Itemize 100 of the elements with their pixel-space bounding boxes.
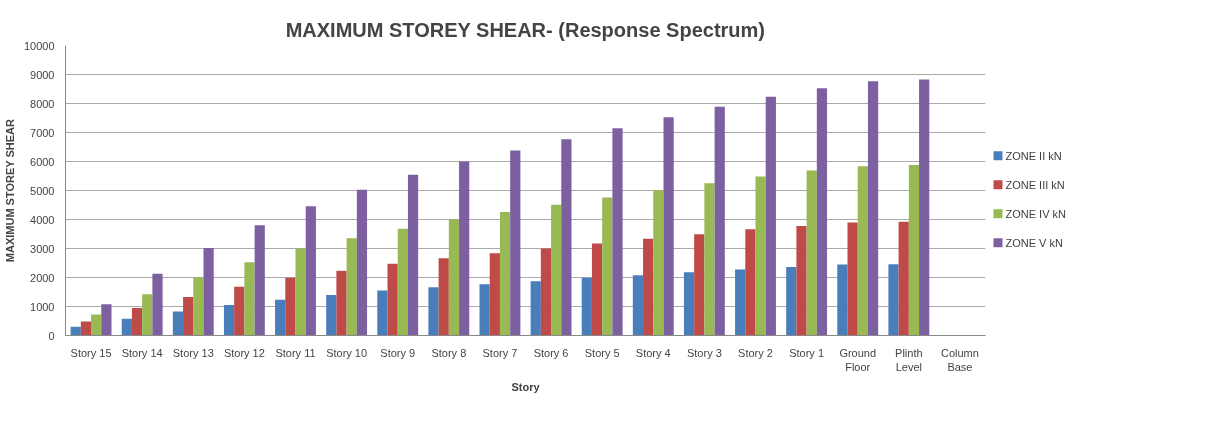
- bar: [397, 228, 408, 336]
- bar: [80, 321, 92, 336]
- bar: [356, 189, 368, 336]
- x-tick-label: Story 11: [275, 346, 316, 359]
- bar: [275, 299, 286, 336]
- y-tick-label: 1000: [30, 300, 55, 313]
- x-tick-label: Story 6: [533, 346, 569, 359]
- bar: [786, 267, 797, 336]
- x-tick-label: Story 13: [172, 346, 214, 359]
- bar: [837, 264, 848, 336]
- bar: [91, 314, 102, 336]
- bar: [295, 248, 306, 336]
- bar: [336, 270, 347, 336]
- bar: [70, 326, 81, 336]
- legend-label: ZONE IV kN: [1005, 207, 1067, 220]
- x-tick-label: Story 2: [738, 346, 773, 359]
- bar: [530, 281, 541, 336]
- y-tick-label: 4000: [30, 213, 55, 226]
- bar: [714, 106, 725, 336]
- legend-label: ZONE III kN: [1005, 178, 1065, 191]
- bar: [663, 117, 674, 336]
- y-tick-label: 6000: [30, 155, 55, 168]
- y-tick-label: 2000: [30, 271, 55, 284]
- x-tick-label: Plinth Level: [895, 346, 923, 373]
- x-tick-label: Story 10: [326, 346, 368, 359]
- bar: [540, 248, 552, 336]
- bar: [551, 204, 562, 336]
- bar: [448, 219, 460, 336]
- bar: [867, 81, 879, 336]
- bar: [183, 296, 194, 336]
- bar: [632, 275, 644, 336]
- y-tick-label: 0: [48, 329, 55, 342]
- bar: [898, 221, 909, 336]
- bar: [438, 258, 449, 336]
- bar: [101, 304, 112, 336]
- x-axis-title: Story: [511, 380, 541, 393]
- x-tick-label: Story 5: [584, 346, 620, 359]
- bar: [643, 238, 654, 336]
- bar: [459, 161, 470, 336]
- y-tick-label: 3000: [30, 242, 55, 255]
- bar: [704, 183, 715, 336]
- bar: [745, 229, 756, 336]
- y-tick-label: 8000: [30, 97, 55, 110]
- bar: [816, 88, 828, 336]
- y-tick-label: 10000: [23, 39, 55, 52]
- bar: [387, 263, 398, 336]
- bar: [479, 284, 490, 336]
- bar: [683, 272, 695, 336]
- bar: [735, 269, 746, 336]
- x-tick-label: Story 4: [635, 346, 671, 359]
- bar: [653, 190, 664, 336]
- bar: [919, 79, 930, 336]
- x-tick-label: Story 8: [431, 346, 467, 359]
- bar: [847, 222, 858, 336]
- bar: [142, 294, 153, 336]
- bar: [285, 277, 296, 336]
- bar: [806, 170, 817, 336]
- bar: [407, 174, 419, 336]
- bar: [428, 287, 439, 336]
- bar: [131, 307, 143, 336]
- bar: [857, 166, 868, 336]
- bar: [908, 164, 920, 336]
- bar: [244, 262, 255, 336]
- x-tick-label: Story 3: [686, 346, 722, 359]
- x-tick-label: Story 7: [482, 346, 518, 359]
- bar: [561, 139, 572, 336]
- bar: [346, 238, 357, 336]
- legend-label: ZONE II kN: [1005, 149, 1062, 162]
- x-tick-label: Ground Floor: [839, 346, 877, 373]
- bar: [203, 247, 214, 336]
- x-tick-label: Story 9: [380, 346, 416, 359]
- bar: [172, 311, 184, 336]
- bar: [305, 206, 316, 336]
- bar: [755, 176, 766, 336]
- bar: [765, 96, 776, 336]
- y-axis-title: MAXIMUM STOREY SHEAR: [3, 118, 16, 263]
- bar: [121, 318, 132, 336]
- bar: [377, 290, 388, 336]
- bar: [612, 128, 623, 336]
- x-tick-label: Story 12: [223, 346, 265, 359]
- bar: [499, 211, 511, 336]
- bar: [489, 253, 500, 336]
- bar: [581, 277, 592, 336]
- bar: [888, 264, 899, 336]
- y-tick-label: 9000: [30, 68, 55, 81]
- chart-title: MAXIMUM STOREY SHEAR- (Response Spectrum): [285, 18, 765, 41]
- bar: [796, 225, 807, 336]
- x-tick-label: Story 14: [121, 346, 163, 359]
- bar: [193, 277, 204, 336]
- y-tick-label: 7000: [30, 126, 55, 139]
- bar: [326, 294, 337, 336]
- x-tick-label: Story 15: [70, 346, 112, 359]
- legend-label: ZONE V kN: [1005, 236, 1064, 249]
- x-tick-label: Column Base: [940, 346, 979, 373]
- bar: [591, 243, 603, 336]
- bar: [223, 305, 235, 336]
- bar: [254, 225, 265, 336]
- x-tick-label: Story 1: [789, 346, 825, 359]
- y-tick-label: 5000: [30, 184, 55, 197]
- bar: [694, 234, 705, 336]
